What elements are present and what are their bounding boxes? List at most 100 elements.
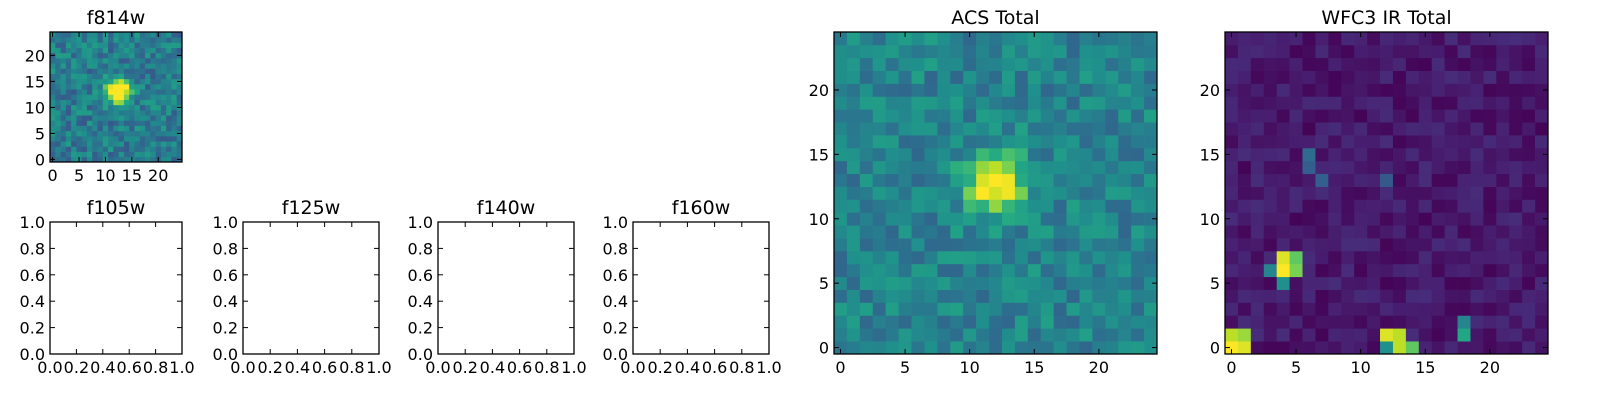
acs-total-pixel: [1014, 199, 1029, 213]
acs-total-pixel: [1118, 44, 1132, 59]
wfc3-ir-total-pixel: [1380, 263, 1394, 278]
f814w-pixel: [139, 42, 146, 48]
wfc3-ir-total-pixel: [1509, 238, 1523, 252]
wfc3-ir-total-pixel: [1418, 341, 1433, 355]
wfc3-ir-total-xtick-label: 15: [1415, 358, 1435, 377]
acs-total-pixel: [924, 263, 938, 278]
acs-total-pixel: [885, 328, 899, 342]
f814w-pixel: [102, 42, 109, 48]
wfc3-ir-total-pixel: [1341, 57, 1355, 71]
f814w-pixel: [97, 130, 104, 137]
acs-total-pixel: [885, 173, 899, 187]
wfc3-ir-total-pixel: [1302, 186, 1316, 200]
acs-total-pixel: [963, 173, 977, 187]
acs-total-pixel: [1144, 57, 1158, 71]
wfc3-ir-total-pixel: [1237, 44, 1252, 59]
wfc3-ir-total-pixel: [1418, 238, 1433, 252]
wfc3-ir-total-pixel: [1276, 225, 1290, 239]
f814w-pixel: [55, 89, 61, 95]
wfc3-ir-total-pixel: [1431, 70, 1445, 84]
acs-total-xtick-label: 20: [1089, 358, 1109, 377]
f814w-pixel: [160, 32, 167, 38]
wfc3-ir-total-pixel: [1509, 44, 1523, 59]
f814w-pixel: [166, 58, 172, 64]
acs-total-pixel: [950, 186, 964, 200]
wfc3-ir-total-pixel: [1509, 263, 1523, 278]
wfc3-ir-total-pixel: [1444, 122, 1458, 136]
acs-total-pixel: [834, 122, 848, 136]
wfc3-ir-total-pixel: [1405, 83, 1420, 97]
acs-total-pixel: [898, 341, 912, 355]
f814w-pixel: [176, 37, 183, 43]
acs-total-pixel: [976, 109, 990, 123]
wfc3-ir-total-pixel: [1367, 44, 1381, 59]
f814w-xtick-label: 10: [95, 166, 115, 185]
acs-total-pixel: [963, 57, 977, 71]
f125w-frame: [242, 221, 380, 355]
acs-total-pixel: [1118, 250, 1132, 265]
wfc3-ir-total-pixel: [1457, 225, 1471, 239]
wfc3-ir-total-pixel: [1341, 173, 1355, 187]
f814w-pixel: [76, 120, 83, 126]
wfc3-ir-total-pixel: [1509, 212, 1523, 226]
wfc3-ir-total-pixel: [1431, 212, 1445, 226]
wfc3-ir-total-pixel: [1250, 160, 1265, 175]
wfc3-ir-total-pixel: [1302, 96, 1316, 110]
acs-total-pixel: [1040, 276, 1054, 290]
acs-total-pixel: [898, 96, 912, 110]
acs-total-pixel: [1092, 328, 1106, 342]
f814w-pixel: [60, 125, 67, 132]
wfc3-ir-total-pixel: [1225, 289, 1239, 303]
f814w-pixel: [171, 52, 178, 59]
f814w-pixel: [155, 68, 162, 74]
f814w-pixel: [118, 94, 125, 100]
f814w-pixel: [97, 37, 104, 43]
f105w-ytick-label: 1.0: [20, 213, 45, 232]
acs-total-pixel: [924, 315, 938, 329]
f814w-pixel: [145, 156, 151, 163]
f814w-pixel: [81, 130, 88, 137]
f814w-pixel: [113, 151, 119, 158]
acs-total-pixel: [950, 199, 964, 213]
f814w-pixel: [150, 125, 156, 132]
wfc3-ir-total-pixel: [1263, 32, 1278, 46]
wfc3-ir-total-pixel: [1405, 276, 1420, 290]
f140w-xtick-label: 0.2: [452, 358, 477, 377]
wfc3-ir-total-pixel: [1225, 263, 1239, 278]
wfc3-ir-total-pixel: [1535, 173, 1549, 187]
wfc3-ir-total-pixel: [1522, 122, 1536, 136]
wfc3-ir-total-pixel: [1237, 57, 1252, 71]
acs-total-pixel: [1001, 96, 1016, 110]
f814w-pixel: [86, 110, 93, 116]
acs-total-pixel: [1040, 32, 1054, 46]
f814w-pixel: [71, 63, 77, 69]
wfc3-ir-total-pixel: [1509, 315, 1523, 329]
wfc3-ir-total-pixel: [1444, 302, 1458, 316]
f814w-pixel: [176, 120, 183, 126]
f814w-pixel: [145, 151, 151, 158]
acs-total-pixel: [1105, 83, 1119, 97]
acs-total-pixel: [1118, 186, 1132, 200]
acs-total-pixel: [1131, 276, 1145, 290]
acs-total-pixel: [1014, 96, 1029, 110]
wfc3-ir-total-pixel: [1457, 199, 1471, 213]
f814w-pixel: [108, 63, 114, 69]
wfc3-ir-total-pixel: [1392, 341, 1407, 355]
f814w-pixel: [155, 104, 162, 111]
f814w-pixel: [145, 130, 151, 137]
wfc3-ir-total-pixel: [1328, 212, 1342, 226]
f814w-pixel: [155, 63, 162, 69]
wfc3-ir-total-pixel: [1405, 225, 1420, 239]
wfc3-ir-total-pixel: [1483, 250, 1497, 265]
wfc3-ir-total-pixel: [1496, 44, 1510, 59]
acs-total-pixel: [976, 225, 990, 239]
f814w-pixel: [102, 120, 109, 126]
acs-total-pixel: [1066, 147, 1080, 162]
acs-total-pixel: [911, 328, 925, 342]
f814w-pixel: [50, 89, 56, 95]
wfc3-ir-total-pixel: [1444, 70, 1458, 84]
wfc3-ir-total-pixel: [1354, 315, 1368, 329]
acs-total-pixel: [898, 328, 912, 342]
acs-total-pixel: [834, 147, 848, 162]
f814w-pixel: [92, 42, 98, 48]
